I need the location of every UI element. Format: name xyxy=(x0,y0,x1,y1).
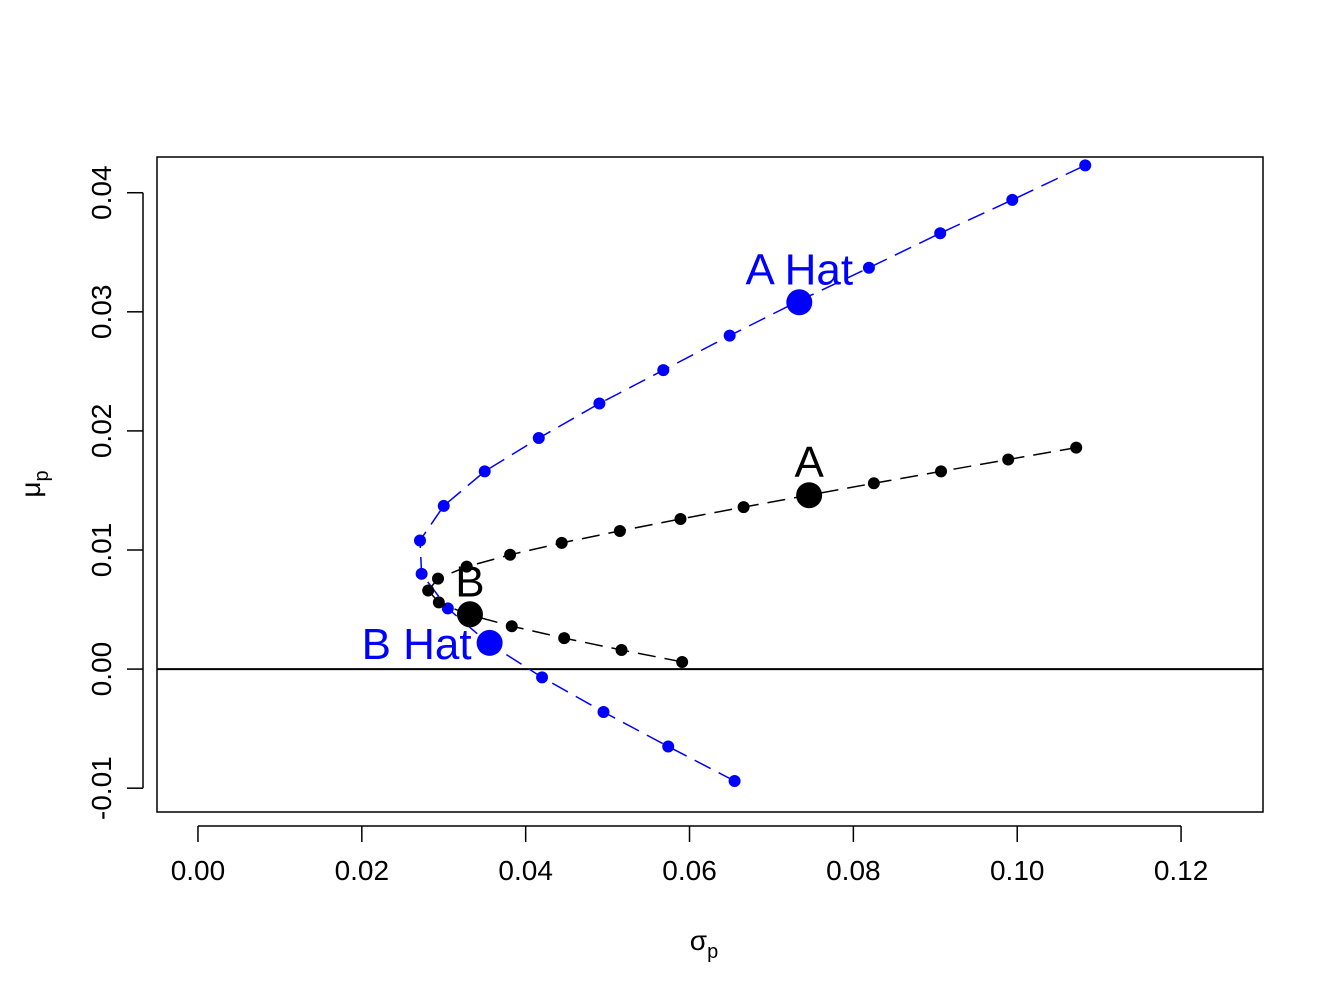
y-tick-label: 0.01 xyxy=(86,523,117,578)
series-0-point xyxy=(532,432,545,445)
x-axis: 0.00 0.02 0.04 0.06 0.08 0.10 0.12 xyxy=(171,825,1209,886)
portfolio-b-hat-marker xyxy=(476,629,503,656)
series-0-point xyxy=(934,227,947,240)
x-tick-label: 0.02 xyxy=(335,855,390,886)
x-axis-label-sub: p xyxy=(707,941,718,963)
series-0-point xyxy=(593,397,606,410)
series-1-point xyxy=(613,524,626,537)
plot-frame xyxy=(156,156,1264,813)
series-0-point xyxy=(1006,193,1019,206)
x-tick-label: 0.04 xyxy=(498,855,553,886)
series-0-point xyxy=(597,705,610,718)
portfolio-a-hat-label: A Hat xyxy=(745,245,853,294)
series-0-point xyxy=(862,261,875,274)
x-axis-label-main: σ xyxy=(690,925,707,956)
series-0-point xyxy=(662,740,675,753)
x-tick-label: 0.10 xyxy=(990,855,1045,886)
plot-area: A Hat B Hat A B xyxy=(157,159,1263,788)
series-1-point xyxy=(1002,453,1015,466)
series-0-point xyxy=(728,775,741,788)
series-0-point xyxy=(536,671,549,684)
series-1-point xyxy=(674,513,687,526)
series-1-point xyxy=(504,548,517,561)
series-0-point xyxy=(478,465,491,478)
series-1-point xyxy=(505,620,518,633)
y-axis: -0.01 0.00 0.01 0.02 0.03 0.04 xyxy=(86,165,144,820)
series-1-point xyxy=(676,655,689,668)
series-1-line xyxy=(427,446,1077,663)
series-1-point xyxy=(935,465,948,478)
series-0-point xyxy=(657,364,670,377)
series-0-point xyxy=(723,329,736,342)
portfolio-a-marker xyxy=(796,482,823,509)
portfolio-b-hat-label: B Hat xyxy=(362,620,472,669)
series-1-point xyxy=(615,644,628,657)
y-tick-label: 0.04 xyxy=(86,165,117,220)
y-axis-label-sub: p xyxy=(31,470,53,481)
x-tick-label: 0.00 xyxy=(171,855,226,886)
series-1-point xyxy=(432,572,445,585)
series-1-point xyxy=(867,477,880,490)
portfolio-b-marker xyxy=(456,601,483,628)
series-1-point xyxy=(558,632,571,645)
portfolio-b-label: B xyxy=(455,557,484,606)
x-tick-label: 0.08 xyxy=(826,855,881,886)
portfolio-a-label: A xyxy=(794,438,824,487)
portfolio-a-hat-marker xyxy=(786,289,813,316)
series-0-point xyxy=(437,499,450,512)
series-1-point xyxy=(432,596,445,609)
series-0-point xyxy=(1079,159,1092,172)
y-tick-label: 0.03 xyxy=(86,285,117,340)
series-1-point xyxy=(460,560,473,573)
x-tick-label: 0.06 xyxy=(662,855,717,886)
y-tick-label: 0.02 xyxy=(86,404,117,459)
series-1-point xyxy=(737,501,750,514)
series-1-point xyxy=(555,536,568,549)
y-tick-label: -0.01 xyxy=(86,756,117,820)
x-tick-label: 0.12 xyxy=(1154,855,1209,886)
x-axis-label: σp xyxy=(690,925,718,963)
series-0-point xyxy=(413,534,426,547)
series-1-point xyxy=(1070,441,1083,454)
y-axis-label-main: μ xyxy=(15,481,46,497)
series-1-point xyxy=(422,584,435,597)
y-axis-label: μp xyxy=(15,470,53,497)
y-tick-label: 0.00 xyxy=(86,642,117,697)
series-0-point xyxy=(415,567,428,580)
